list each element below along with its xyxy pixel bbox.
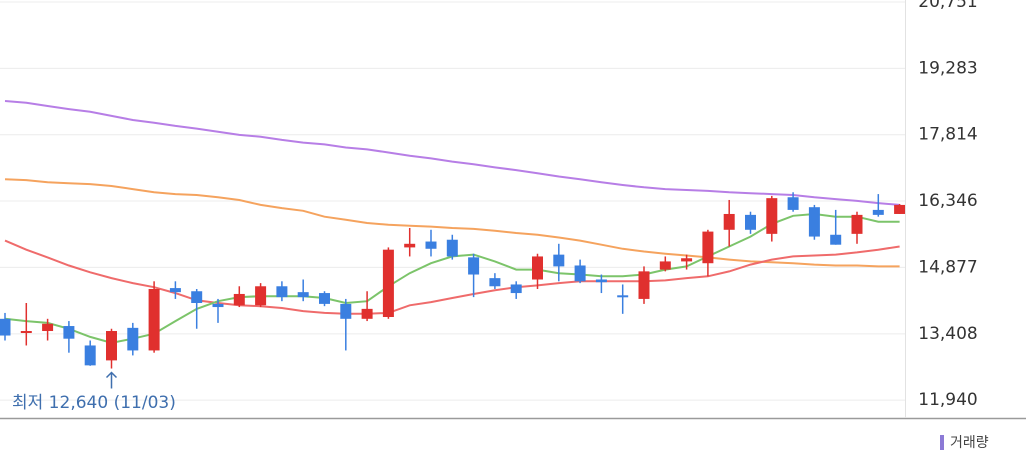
candle-body xyxy=(340,303,352,319)
legend-swatch xyxy=(940,435,944,450)
candle-body xyxy=(510,284,522,294)
candle-body xyxy=(382,249,394,318)
annotation-arrow xyxy=(105,371,118,389)
candle-layer xyxy=(0,192,906,369)
candle-body xyxy=(255,286,267,306)
ma-layer xyxy=(4,100,900,344)
candle-body xyxy=(233,293,245,306)
candle-body xyxy=(787,197,799,210)
low-annotation: 최저 12,640 (11/03) xyxy=(12,393,176,413)
candle-body xyxy=(425,241,437,249)
candle-body xyxy=(20,331,32,334)
candle-body xyxy=(319,293,330,304)
candle-body xyxy=(212,303,224,308)
candle-body xyxy=(446,239,458,257)
candle-body xyxy=(659,261,671,270)
candle-body xyxy=(681,258,693,262)
candle-body xyxy=(127,327,139,351)
candle-body xyxy=(169,288,181,293)
y-tick-label: 17,814 xyxy=(918,125,977,145)
candle-body xyxy=(702,231,714,264)
candle-body xyxy=(872,209,884,215)
moving-average-line xyxy=(4,212,900,344)
moving-average-line xyxy=(4,178,900,268)
candle-body xyxy=(894,204,906,214)
y-tick-label: 13,408 xyxy=(918,324,977,344)
candle-body xyxy=(830,234,842,245)
candle-body xyxy=(766,198,778,234)
candle-body xyxy=(638,271,650,299)
candle-body xyxy=(0,318,11,336)
y-tick-label: 11,940 xyxy=(918,390,977,410)
candle-body xyxy=(361,308,373,319)
candle-body xyxy=(745,214,756,230)
candle-body xyxy=(595,279,607,283)
label-layer: 11,940 13,408 14,877 16,346 17,814 19,283 20,7… xyxy=(105,0,978,410)
candle-body xyxy=(574,265,586,282)
candle-body xyxy=(489,278,501,287)
candle-body xyxy=(851,214,863,234)
candle-body xyxy=(148,288,160,351)
y-tick-label: 14,877 xyxy=(918,257,977,277)
candle-body xyxy=(276,286,288,298)
candle-body xyxy=(532,256,543,280)
candle-body xyxy=(617,295,629,298)
candle-body xyxy=(63,326,75,339)
candle-body xyxy=(404,243,416,248)
candle-body xyxy=(191,291,203,303)
y-tick-label: 19,283 xyxy=(918,58,977,78)
y-tick-label: 16,346 xyxy=(918,191,977,211)
moving-average-line xyxy=(4,100,900,206)
candle-body xyxy=(553,254,565,267)
candle-body xyxy=(808,207,820,237)
candle-body xyxy=(468,257,480,275)
candle-body xyxy=(723,213,735,230)
candle-body xyxy=(42,323,54,332)
candle-body xyxy=(106,331,117,361)
legend-label: 거래량 xyxy=(950,435,989,451)
y-tick-label: 20,751 xyxy=(918,0,977,12)
candle-body xyxy=(84,345,96,366)
candle-body xyxy=(297,292,309,298)
